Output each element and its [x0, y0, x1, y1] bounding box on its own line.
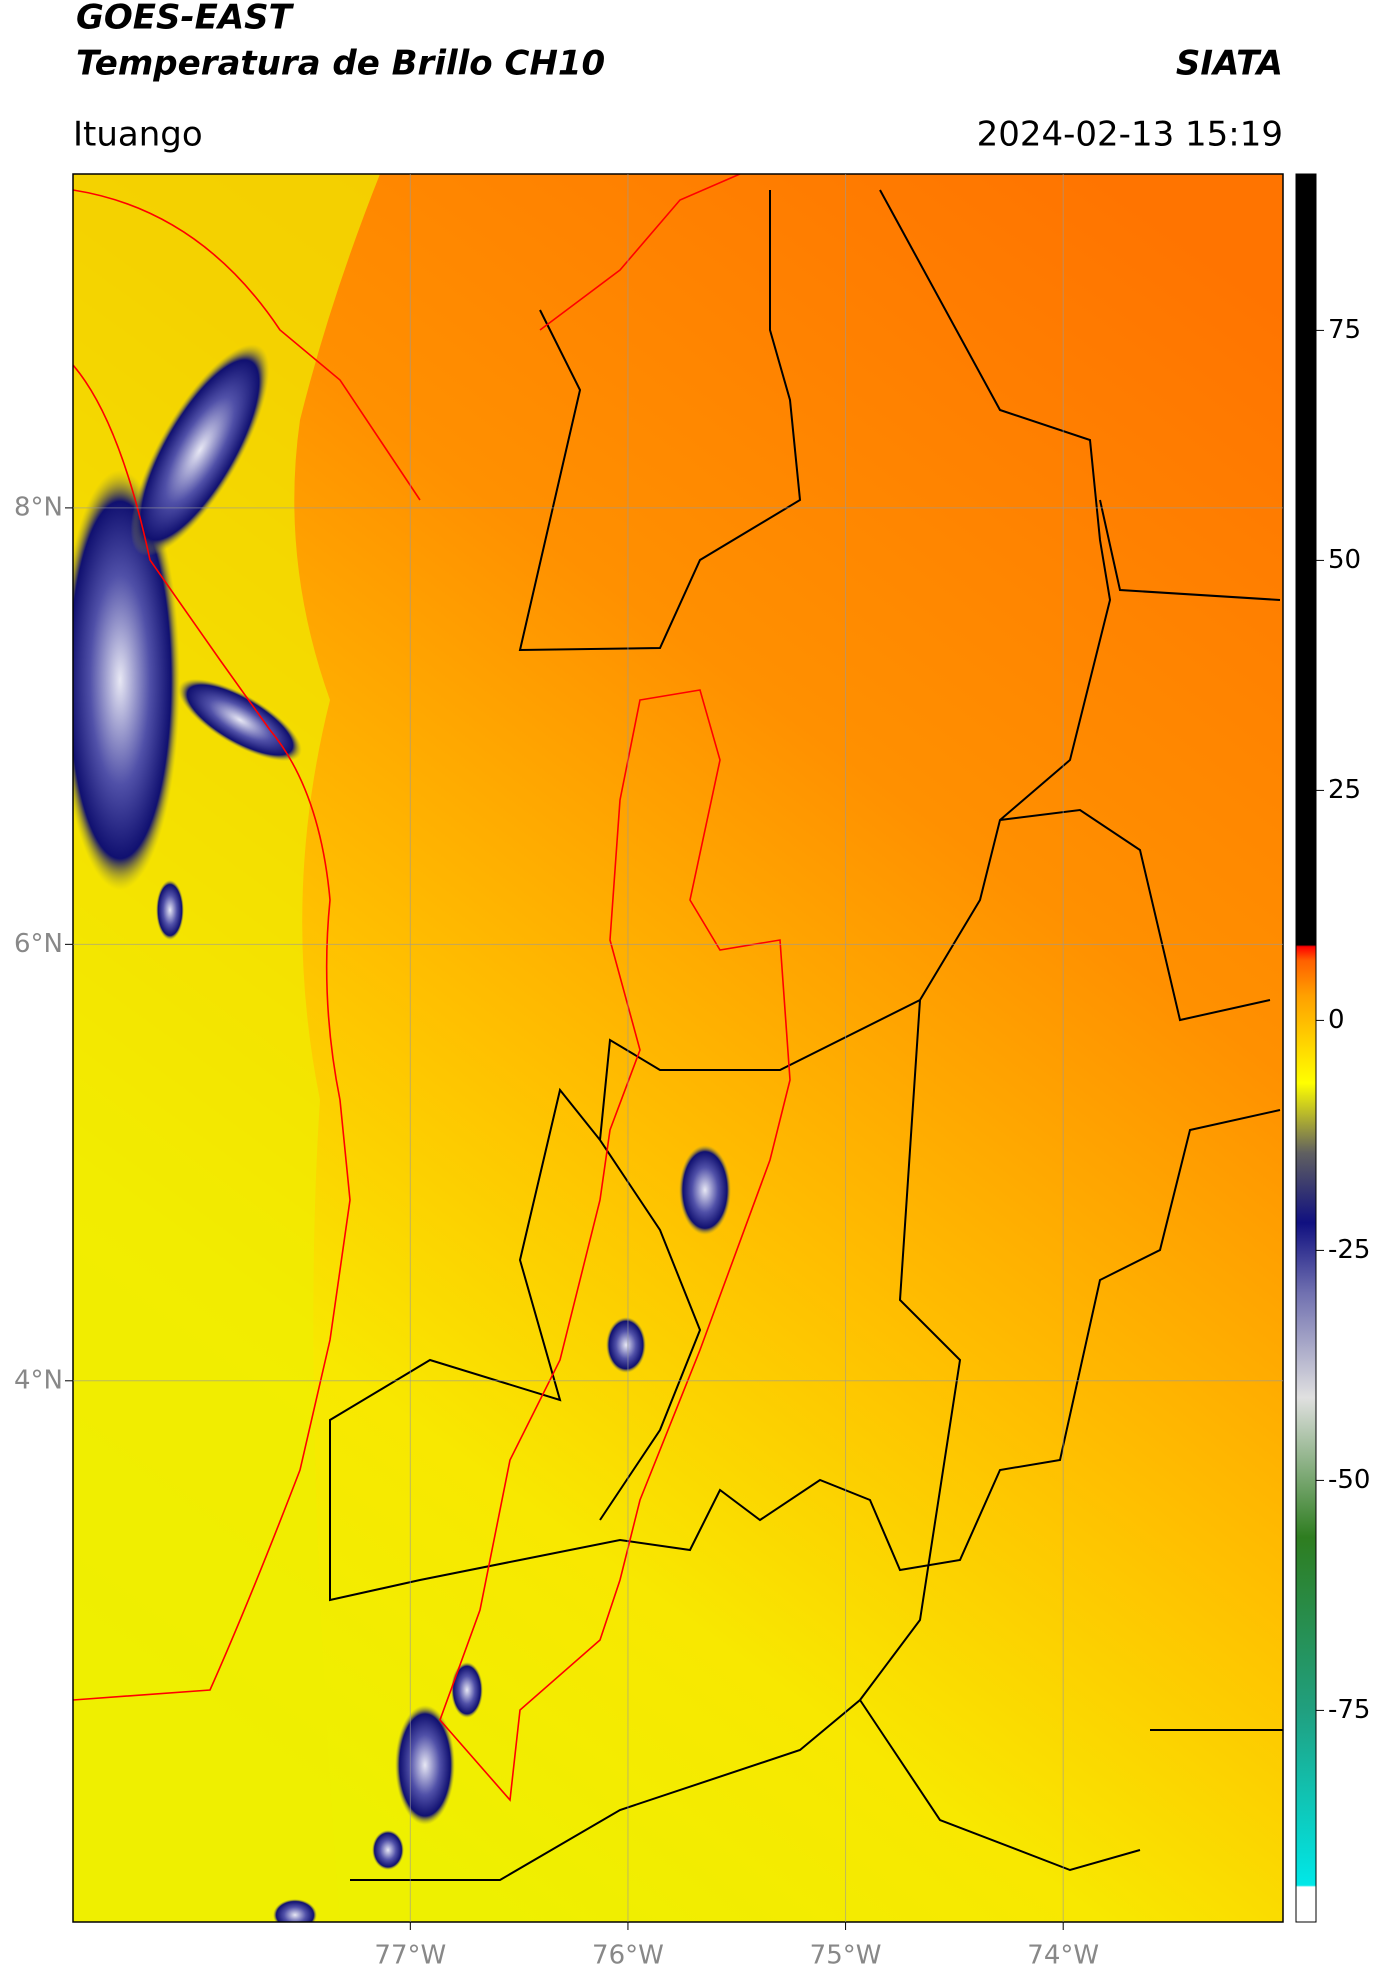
subtitle: Temperatura de Brillo CH10 [76, 44, 605, 84]
y-tick-label: 8°N [14, 492, 63, 522]
datetime: 2024-02-13 15:19 [977, 115, 1283, 155]
x-tick-label: 77°W [374, 1941, 446, 1971]
title: GOES-EAST [76, 0, 295, 38]
y-tick-label: 4°N [14, 1365, 63, 1395]
colorbar-tick-label: -25 [1328, 1235, 1370, 1265]
x-tick-label: 74°W [1027, 1941, 1099, 1971]
colorbar-tick-label: 25 [1328, 775, 1361, 805]
x-tick-label: 75°W [810, 1941, 882, 1971]
brand: SIATA [1176, 44, 1283, 84]
map-frame [72, 173, 1284, 1923]
x-tick-label: 76°W [592, 1941, 664, 1971]
location: Ituango [73, 115, 203, 155]
y-tick-label: 6°N [14, 929, 63, 959]
colorbar-tick-label: 50 [1328, 545, 1361, 575]
colorbar-tick-label: -50 [1328, 1465, 1370, 1495]
colorbar-tick-label: -75 [1328, 1695, 1370, 1725]
colorbar-tick-label: 0 [1328, 1005, 1345, 1035]
map-image [73, 174, 1283, 1922]
colorbar [1295, 173, 1317, 1923]
colorbar-tick-label: 75 [1328, 315, 1361, 345]
